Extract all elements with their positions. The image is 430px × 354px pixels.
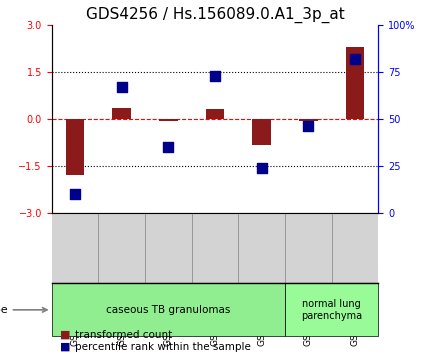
Title: GDS4256 / Hs.156089.0.A1_3p_at: GDS4256 / Hs.156089.0.A1_3p_at [86, 7, 344, 23]
Bar [159, 119, 178, 121]
Bar [112, 108, 131, 119]
Text: caseous TB granulomas: caseous TB granulomas [106, 305, 230, 315]
Point [71, 191, 78, 197]
Text: cell type: cell type [0, 305, 47, 315]
Point [305, 124, 312, 129]
Point [258, 165, 265, 171]
Point [352, 56, 359, 62]
Bar [346, 47, 364, 119]
Text: transformed count: transformed count [75, 330, 172, 339]
FancyBboxPatch shape [285, 284, 378, 336]
Text: normal lung
parenchyma: normal lung parenchyma [301, 299, 362, 321]
Point [212, 73, 218, 78]
Bar [66, 119, 84, 175]
Point [118, 84, 125, 90]
Text: percentile rank within the sample: percentile rank within the sample [75, 342, 251, 352]
Point [165, 144, 172, 150]
Text: ■: ■ [60, 342, 71, 352]
Bar [252, 119, 271, 145]
Bar [299, 119, 318, 121]
FancyBboxPatch shape [52, 284, 285, 336]
Bar [206, 109, 224, 119]
Text: ■: ■ [60, 330, 71, 339]
